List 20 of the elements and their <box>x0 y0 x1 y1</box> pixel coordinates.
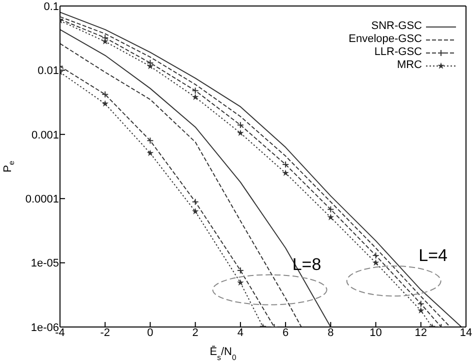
y-tick-label: 0.0001 <box>25 194 59 206</box>
legend-label: MRC <box>396 59 422 72</box>
x-tick-label: 4 <box>237 326 244 339</box>
x-tick-label: 6 <box>282 326 289 339</box>
legend-label: SNR-GSC <box>371 20 422 33</box>
x-axis-title: Ē$_{s}$/N$_{0}$ <box>210 345 236 361</box>
y-tick-label: 0.01 <box>38 65 59 78</box>
x-tick-label: 8 <box>328 326 334 339</box>
annotation: L=4 <box>418 246 448 266</box>
y-tick-label: 0.001 <box>31 129 59 142</box>
legend-label: LLR-GSC <box>374 46 422 59</box>
x-tick-label: 10 <box>370 326 382 339</box>
x-tick-label: 0 <box>147 326 154 339</box>
x-tick-label: 14 <box>460 326 472 339</box>
x-tick-label: 12 <box>414 326 428 339</box>
legend-label: Envelope-GSC <box>348 33 422 46</box>
x-tick-label: 2 <box>192 326 198 339</box>
y-tick-label: 1e-05 <box>30 258 59 270</box>
x-tick-label: -2 <box>100 326 110 339</box>
y-tick-label: 0.1 <box>44 0 59 13</box>
